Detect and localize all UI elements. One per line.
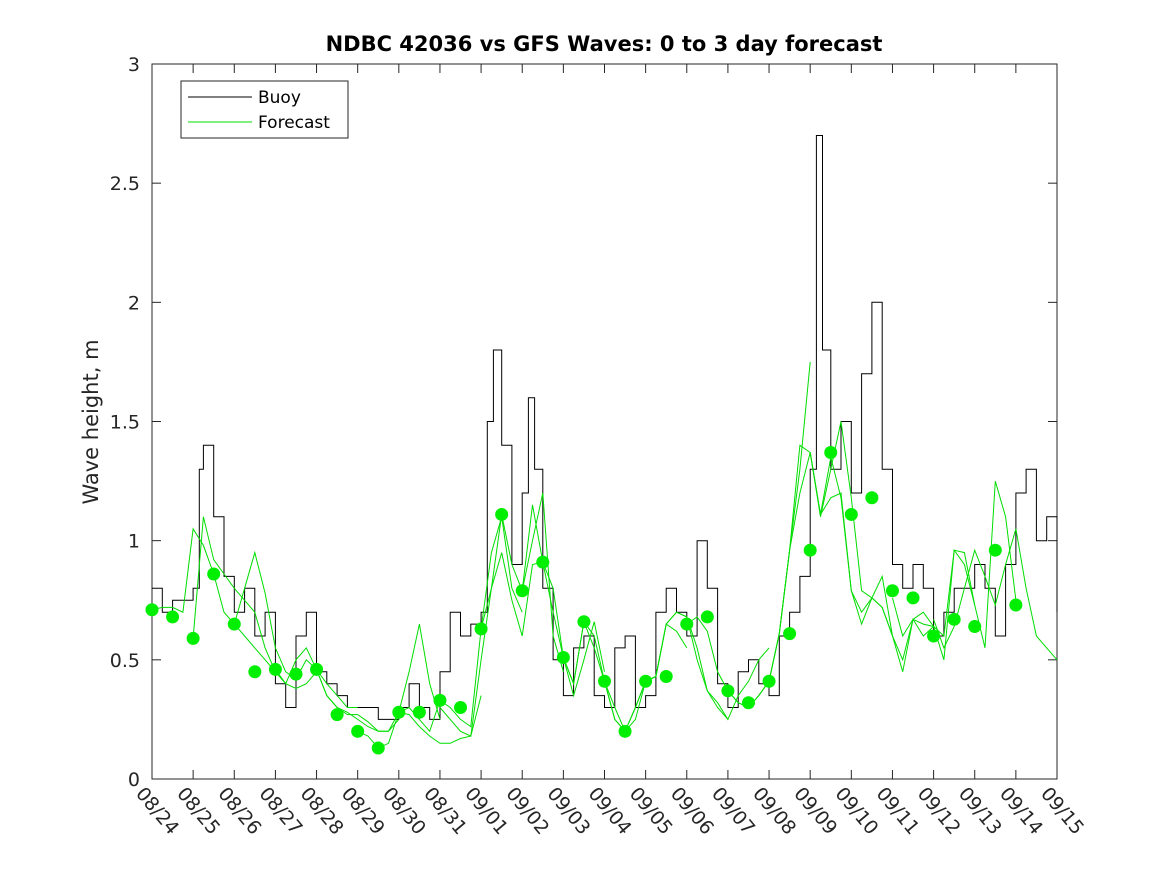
- forecast-marker: [783, 627, 797, 641]
- y-tick-label: 1: [128, 531, 140, 553]
- forecast-marker: [988, 543, 1002, 557]
- y-tick-label: 3: [128, 54, 140, 76]
- forecast-marker: [248, 665, 262, 679]
- forecast-marker: [227, 617, 241, 631]
- y-tick-label: 2: [128, 292, 140, 314]
- y-tick-label: 1.5: [110, 412, 140, 434]
- forecast-marker: [1009, 598, 1023, 612]
- forecast-marker: [145, 603, 159, 617]
- forecast-marker: [536, 555, 550, 569]
- forecast-marker: [330, 708, 344, 722]
- forecast-marker: [803, 543, 817, 557]
- forecast-marker: [392, 705, 406, 719]
- forecast-marker: [927, 629, 941, 643]
- forecast-marker: [968, 619, 982, 633]
- legend-forecast-label: Forecast: [258, 113, 330, 133]
- forecast-marker: [433, 693, 447, 707]
- forecast-marker: [721, 684, 735, 698]
- forecast-marker: [885, 584, 899, 598]
- forecast-marker: [824, 445, 838, 459]
- forecast-series-line: [892, 480, 1017, 660]
- forecast-marker: [495, 507, 509, 521]
- forecast-marker: [659, 670, 673, 684]
- forecast-series-line: [192, 516, 317, 689]
- forecast-marker: [598, 674, 611, 688]
- forecast-marker: [412, 705, 426, 719]
- forecast-marker: [865, 491, 879, 505]
- forecast-marker: [639, 674, 653, 688]
- forecast-series-line: [316, 623, 441, 732]
- forecast-marker: [947, 612, 961, 626]
- y-tick-label: 0: [128, 769, 140, 791]
- forecast-marker: [186, 631, 200, 645]
- forecast-marker: [680, 617, 694, 631]
- legend-buoy-label: Buoy: [258, 88, 301, 108]
- forecast-marker: [454, 701, 468, 714]
- chart-title: NDBC 42036 vs GFS Waves: 0 to 3 day fore…: [326, 32, 883, 56]
- y-tick-label: 0.5: [110, 650, 140, 672]
- forecast-marker: [515, 584, 529, 598]
- forecast-marker: [166, 610, 180, 624]
- legend-box: [180, 80, 349, 139]
- forecast-marker: [577, 615, 591, 629]
- forecast-marker: [741, 696, 755, 710]
- forecast-series-line: [933, 528, 1058, 661]
- forecast-series-line: [645, 611, 770, 721]
- forecast-marker: [474, 622, 488, 636]
- forecast-marker: [556, 650, 570, 664]
- forecast-marker: [207, 567, 221, 581]
- forecast-marker: [906, 591, 920, 605]
- y-tick-label: 2.5: [110, 173, 140, 195]
- buoy-series-line: [152, 135, 1058, 720]
- forecast-marker: [351, 724, 365, 738]
- legend: Buoy Forecast: [180, 80, 349, 139]
- forecast-marker: [618, 724, 632, 738]
- forecast-marker: [762, 674, 776, 688]
- forecast-marker: [289, 667, 303, 681]
- forecast-marker: [844, 507, 858, 521]
- y-axis-label: Wave height, m: [79, 339, 103, 504]
- axes-box: [151, 63, 1058, 780]
- forecast-marker: [371, 741, 385, 755]
- forecast-marker: [268, 662, 282, 676]
- plot-area: 00.511.522.5308/2408/2508/2608/2708/2808…: [110, 54, 1088, 839]
- forecast-marker: [700, 610, 714, 624]
- forecast-marker: [310, 662, 324, 676]
